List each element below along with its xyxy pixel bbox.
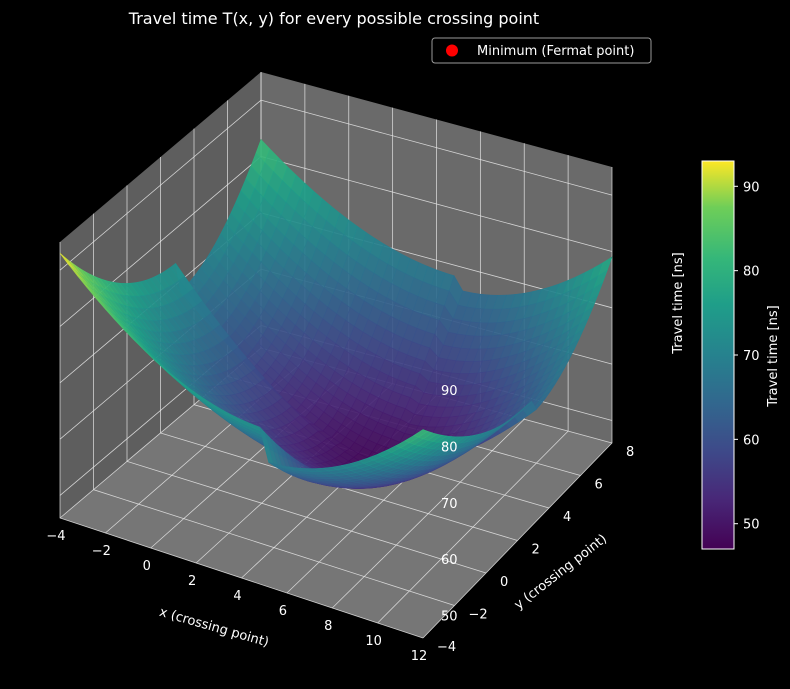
colorbar-tick-label: 90: [743, 180, 760, 195]
colorbar-label: Travel time [ns]: [766, 305, 781, 407]
z-tick-label: 70: [441, 497, 458, 512]
x-tick-label: 10: [365, 634, 382, 649]
y-tick-label: 4: [563, 510, 571, 525]
y-tick-label: 2: [532, 543, 540, 558]
axis-ticks: −4 −2 0 2 4 6 8 10 12 −4 −2 0 2 4 6 8 50 60 70 80 90: [46, 384, 634, 664]
colorbar-tick-label: 60: [743, 433, 760, 448]
legend-label: Minimum (Fermat point): [477, 44, 634, 59]
y-tick-label: −4: [437, 640, 456, 655]
grid-line-y: [126, 185, 487, 574]
colorbar-tick-label: 70: [743, 349, 760, 364]
colorbar: 50 60 70 80 90 Travel time [ns]: [701, 160, 781, 550]
surface-plot: [59, 139, 613, 489]
x-tick-label: 12: [411, 649, 428, 664]
legend-box: [431, 37, 652, 64]
colorbar-ticks: 50 60 70 80 90: [734, 180, 760, 533]
z-tick-label: 80: [441, 440, 458, 455]
surface-patch: [413, 429, 429, 438]
chart-title: Travel time T(x, y) for every possible c…: [128, 9, 539, 28]
grid-line-y: [93, 213, 455, 606]
x-tick-label: 2: [188, 574, 196, 589]
z-tick-label: 60: [441, 553, 458, 568]
x-tick-label: −2: [92, 544, 111, 559]
x-tick-label: 0: [143, 559, 151, 574]
colorbar-tick-label: 50: [743, 518, 760, 533]
grid-line-y: [59, 242, 424, 639]
colorbar-gradient: [701, 160, 735, 550]
x-tick-label: 4: [233, 589, 241, 604]
y-tick-label: 0: [500, 575, 508, 590]
z-tick-label: 90: [441, 384, 458, 399]
x-axis-label: x (crossing point): [158, 605, 271, 651]
y-tick-label: −2: [469, 608, 488, 623]
x-tick-label: 8: [324, 619, 332, 634]
y-tick-label: 8: [626, 445, 634, 460]
y-tick-label: 6: [595, 478, 603, 493]
colorbar-tick-label: 80: [743, 265, 760, 280]
grid-line-y: [193, 128, 550, 509]
legend-marker-icon: [446, 44, 458, 57]
z-axis-label: Travel time [ns]: [671, 252, 686, 354]
grid-line-y: [160, 157, 518, 541]
y-axis-label: y (crossing point): [512, 532, 610, 613]
x-tick-label: −4: [46, 529, 65, 544]
grid-line-z: [59, 99, 613, 271]
legend: Minimum (Fermat point): [431, 37, 652, 64]
x-tick-label: 6: [279, 604, 287, 619]
z-tick-label: 50: [441, 609, 458, 624]
